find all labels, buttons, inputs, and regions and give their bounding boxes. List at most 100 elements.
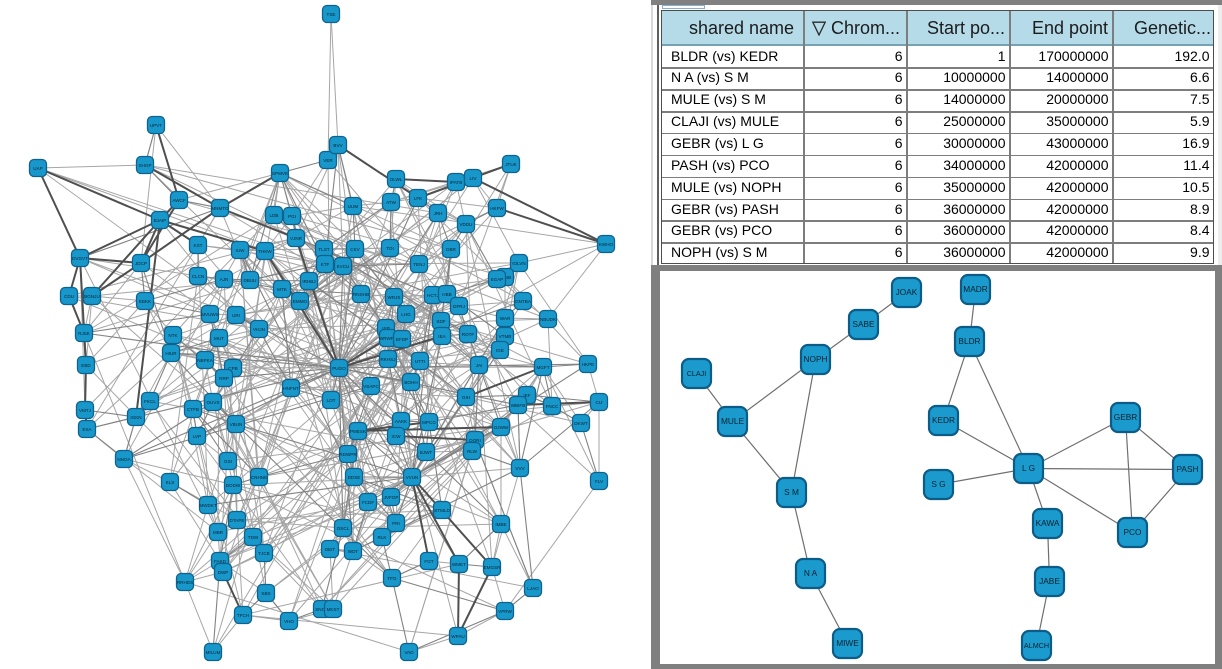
svg-text:PASH: PASH <box>1177 464 1199 474</box>
svg-text:VSAPC: VSAPC <box>363 384 379 389</box>
svg-text:PUGO: PUGO <box>332 366 346 371</box>
svg-text:WRWPE: WRWPE <box>379 336 397 341</box>
svg-text:VAD: VAD <box>404 650 414 655</box>
svg-text:KTF: KTF <box>321 262 330 267</box>
svg-text:AWCF: AWCF <box>172 198 186 203</box>
svg-text:BJWT: BJWT <box>420 450 433 455</box>
svg-text:KAWA: KAWA <box>1036 518 1060 528</box>
svg-text:URI: URI <box>232 313 240 318</box>
svg-text:CKV: CKV <box>350 247 360 252</box>
svg-text:NTK: NTK <box>168 333 178 338</box>
svg-text:EBD: EBD <box>81 363 91 368</box>
svg-text:TFG: TFG <box>387 576 397 581</box>
svg-text:GIH: GIH <box>462 395 470 400</box>
svg-text:FNCC: FNCC <box>546 404 559 409</box>
svg-text:UIJM: UIJM <box>348 204 359 209</box>
svg-text:BLDR: BLDR <box>958 336 980 346</box>
svg-text:JAI: JAI <box>476 363 483 368</box>
svg-text:HKFW: HKFW <box>490 206 504 211</box>
svg-text:OSCL: OSCL <box>337 526 350 531</box>
svg-text:SNCM: SNCM <box>315 607 329 612</box>
svg-text:TOI: TOI <box>386 246 394 251</box>
svg-text:PMESK: PMESK <box>350 429 367 434</box>
svg-text:JABE: JABE <box>1039 576 1060 586</box>
svg-text:DBR: DBR <box>446 247 456 252</box>
svg-text:LDB: LDB <box>270 213 279 218</box>
svg-text:HNFNT: HNFNT <box>283 386 299 391</box>
svg-text:DVGVT: DVGVT <box>72 256 88 261</box>
svg-text:MUT: MUT <box>214 336 224 341</box>
svg-text:PGI: PGI <box>288 214 296 219</box>
svg-text:DEIT: DEIT <box>325 547 336 552</box>
svg-text:UAP: UAP <box>33 166 42 171</box>
svg-text:TLST: TLST <box>318 247 329 252</box>
svg-text:N A: N A <box>804 568 818 578</box>
svg-text:VPRW: VPRW <box>498 609 512 614</box>
svg-text:GSI: GSI <box>224 459 232 464</box>
svg-text:EFDP: EFDP <box>396 337 408 342</box>
svg-text:WMET: WMET <box>452 562 466 567</box>
svg-text:STMLD: STMLD <box>434 508 450 513</box>
svg-text:BOHH: BOHH <box>404 380 417 385</box>
svg-text:VVV: VVV <box>515 466 525 471</box>
svg-text:VDDU: VDDU <box>459 222 472 227</box>
svg-text:SPMVE: SPMVE <box>272 171 288 176</box>
svg-text:ICW: ICW <box>392 434 402 439</box>
svg-text:IEF: IEF <box>523 393 530 398</box>
svg-text:MTK: MTK <box>277 287 288 292</box>
svg-text:ALMCH: ALMCH <box>1024 641 1049 650</box>
svg-text:SBS: SBS <box>261 591 270 596</box>
svg-text:MADR: MADR <box>963 284 987 294</box>
svg-text:CNHNE: CNHNE <box>251 475 267 480</box>
svg-text:CIJ: CIJ <box>596 400 603 405</box>
svg-text:RDWPR: RDWPR <box>339 452 357 457</box>
svg-text:WDT: WDT <box>348 549 359 554</box>
svg-text:OJWW: OJWW <box>494 425 509 430</box>
svg-text:IPATB: IPATB <box>450 180 463 185</box>
svg-text:JOAK: JOAK <box>896 287 918 297</box>
svg-text:IGKN: IGKN <box>130 415 141 420</box>
svg-text:EMMO: EMMO <box>293 299 308 304</box>
svg-text:LHG: LHG <box>401 312 411 317</box>
svg-text:RLK: RLK <box>378 535 388 540</box>
svg-text:FLV: FLV <box>595 479 604 484</box>
svg-text:HCTJ: HCTJ <box>427 293 439 298</box>
svg-text:TJCB: TJCB <box>258 551 269 556</box>
svg-text:PCO: PCO <box>1124 527 1143 537</box>
svg-text:IRHBJ: IRHBJ <box>302 279 315 284</box>
svg-text:PRI: PRI <box>392 521 400 526</box>
svg-text:MKST: MKST <box>327 607 340 612</box>
svg-text:RKHSJ: RKHSJ <box>380 357 395 362</box>
svg-text:AJN: AJN <box>220 277 229 282</box>
svg-text:NOPH: NOPH <box>804 354 828 364</box>
svg-text:VMTJ: VMTJ <box>79 408 91 413</box>
svg-text:SDF: SDF <box>436 319 445 324</box>
svg-text:VHJN: VHJN <box>253 327 265 332</box>
svg-text:LOT: LOT <box>327 398 336 403</box>
svg-text:NBUDK: NBUDK <box>540 317 557 322</box>
svg-text:EMGSR: EMGSR <box>484 565 502 570</box>
svg-text:IGE: IGE <box>496 348 504 353</box>
svg-text:DBUU: DBUU <box>243 278 256 283</box>
svg-text:EBKK: EBKK <box>139 299 152 304</box>
svg-text:FGT: FGT <box>424 559 433 564</box>
svg-text:FKCL: FKCL <box>144 399 156 404</box>
svg-text:DODW: DODW <box>226 483 241 488</box>
svg-text:NBPKA: NBPKA <box>197 358 214 363</box>
svg-text:KWHO: KWHO <box>599 242 614 247</box>
svg-text:S G: S G <box>931 479 945 489</box>
svg-text:RRP: RRP <box>219 376 229 381</box>
svg-text:VBUN: VBUN <box>230 422 243 427</box>
svg-text:BVV: BVV <box>333 143 343 148</box>
svg-text:LIV: LIV <box>470 176 478 181</box>
svg-text:CPB: CPB <box>228 366 237 371</box>
svg-text:MULE: MULE <box>721 416 745 426</box>
svg-text:SABE: SABE <box>852 319 875 329</box>
svg-text:IEA: IEA <box>438 334 446 339</box>
svg-text:RLW: RLW <box>467 449 478 454</box>
svg-text:KLS: KLS <box>166 480 175 485</box>
svg-text:LVP: LVP <box>193 434 201 439</box>
svg-text:RNSHB: RNSHB <box>353 292 369 297</box>
svg-text:UTTI: UTTI <box>415 359 425 364</box>
svg-text:BJAIP: BJAIP <box>154 218 167 223</box>
